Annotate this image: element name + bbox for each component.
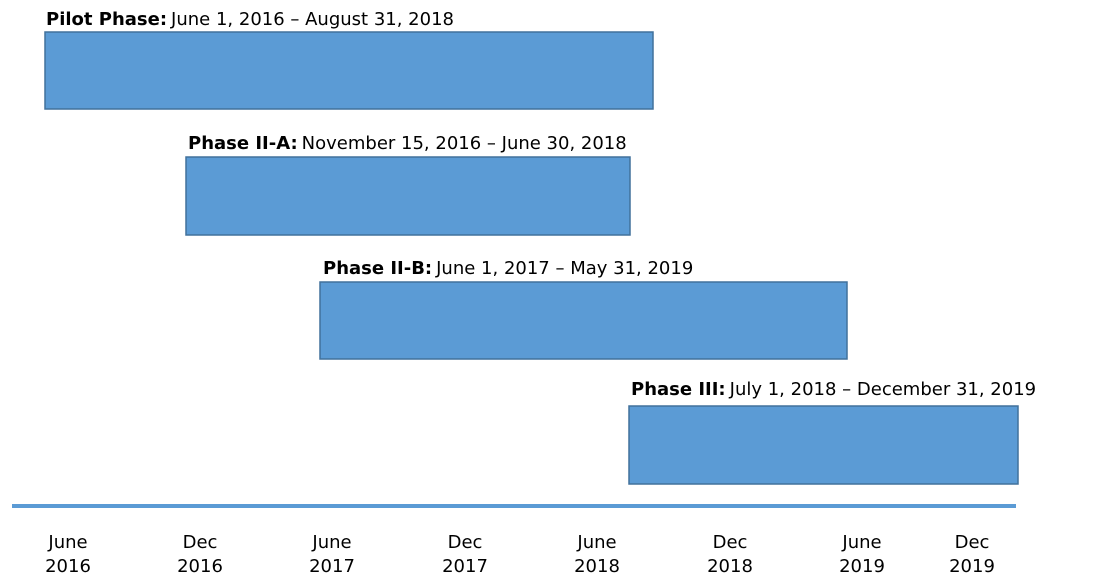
phase-name: Pilot Phase: [46,9,167,30]
axis-label: June [841,532,881,553]
axis-label: 2019 [839,556,885,576]
axis-label: 2019 [949,556,995,576]
phase-bar [185,156,631,236]
phase-name: Phase II-A: [188,133,298,154]
phase-label: Phase III: July 1, 2018 – December 31, 20… [631,379,1036,400]
axis-label: 2017 [309,556,355,576]
phase-bar [628,405,1019,485]
axis-label: 2017 [442,556,488,576]
axis-label: Dec [955,532,990,553]
phase-dates: November 15, 2016 – June 30, 2018 [302,133,627,154]
axis-label: June [47,532,87,553]
axis-label: 2018 [574,556,620,576]
phase-bar [319,281,848,360]
axis-label: June [311,532,351,553]
phase-dates: July 1, 2018 – December 31, 2019 [729,379,1036,400]
phase-name: Phase II-B: [323,258,432,279]
axis-label: 2018 [707,556,753,576]
axis-label: Dec [713,532,748,553]
phase-label: Phase II-A: November 15, 2016 – June 30, … [188,133,627,154]
phase-label: Pilot Phase: June 1, 2016 – August 31, 20… [46,9,454,30]
axis-label: June [576,532,616,553]
phase-label: Phase II-B: June 1, 2017 – May 31, 2019 [323,258,693,279]
phase-dates: June 1, 2017 – May 31, 2019 [435,258,693,279]
axis-label: Dec [183,532,218,553]
phase-name: Phase III: [631,379,726,400]
axis-label: Dec [448,532,483,553]
axis-label: 2016 [177,556,223,576]
phase-bar [44,31,654,110]
phase-dates: June 1, 2016 – August 31, 2018 [170,9,454,30]
axis-label: 2016 [45,556,91,576]
